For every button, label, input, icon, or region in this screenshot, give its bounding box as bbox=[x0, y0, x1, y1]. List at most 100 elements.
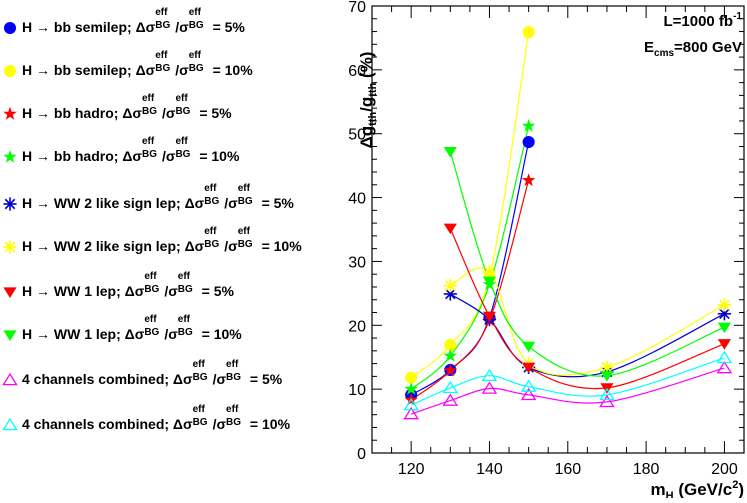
legend-label-8: H → WW 1 lep; Δσ eff BG/σ eff BG = 10% bbox=[22, 314, 242, 342]
legend-marker-3 bbox=[3, 106, 17, 120]
luminosity-annotation: L=1000 fb-1 bbox=[663, 11, 742, 30]
data-point-8 bbox=[443, 146, 457, 158]
legend-marker-shape bbox=[3, 106, 17, 120]
legend-item-9: 4 channels combined; Δσ eff BG/σ eff BG = 5% bbox=[0, 359, 360, 404]
data-point-8 bbox=[600, 371, 614, 382]
data-point-4 bbox=[521, 118, 536, 132]
legend-marker-shape bbox=[3, 330, 17, 341]
legend-marker-5 bbox=[3, 197, 17, 211]
series-line-7 bbox=[449, 227, 725, 390]
legend-marker-shape bbox=[3, 21, 17, 35]
data-point-10 bbox=[716, 350, 733, 364]
plot-area: 0 10 20 30 40 50 60 70 120 140 160 180 200 Δgtth/gtth… bbox=[348, 0, 745, 502]
data-point-9 bbox=[520, 387, 537, 401]
data-point-10 bbox=[403, 397, 419, 411]
data-point-1 bbox=[522, 135, 535, 149]
data-point-6 bbox=[443, 279, 457, 293]
legend-label-4: H → bb hadro; Δσ eff BG/σ eff BG = 10% bbox=[22, 136, 240, 164]
data-point-10 bbox=[481, 368, 498, 382]
legend-label-1: H → bb semilep; Δσ eff BG/σ eff BG = 5% bbox=[22, 7, 245, 35]
data-point-8 bbox=[717, 322, 732, 334]
legend-marker-9 bbox=[2, 372, 18, 386]
plot-frame bbox=[371, 5, 745, 454]
legend-marker-10 bbox=[2, 417, 18, 431]
legend-item-1: H → bb semilep; Δσ eff BG/σ eff BG = 5% bbox=[0, 7, 360, 52]
legend-item-3: H → bb hadro; Δσ eff BG/σ eff BG = 5% bbox=[0, 93, 360, 138]
y-tick-label: 10 bbox=[348, 382, 366, 399]
data-point-9 bbox=[716, 360, 733, 374]
legend-marker-6 bbox=[3, 240, 17, 254]
legend-label-3: H → bb hadro; Δσ eff BG/σ eff BG = 5% bbox=[22, 93, 232, 121]
x-tick-label: 180 bbox=[633, 461, 660, 478]
energy-annotation: Ecms=800 GeV bbox=[644, 39, 742, 59]
series-line-8 bbox=[449, 151, 725, 377]
legend-label-10: 4 channels combined; Δσ eff BG/σ eff BG = 10… bbox=[22, 404, 291, 432]
x-axis-label: mH (GeV/c2) bbox=[651, 479, 744, 498]
data-point-4 bbox=[404, 382, 418, 395]
legend-label-9: 4 channels combined; Δσ eff BG/σ eff BG = 5% bbox=[22, 359, 283, 387]
legend-item-8: H → WW 1 lep; Δσ eff BG/σ eff BG = 10% bbox=[0, 314, 360, 359]
legend-marker-4 bbox=[3, 149, 17, 163]
series-line-4 bbox=[410, 125, 530, 390]
legend: H → bb semilep; Δσ eff BG/σ eff BG = 5% H → b… bbox=[0, 0, 360, 498]
y-tick-label: 60 bbox=[348, 63, 366, 80]
data-point-7 bbox=[522, 362, 536, 374]
x-tick-label: 200 bbox=[711, 461, 738, 478]
x-tick-label: 160 bbox=[554, 461, 581, 478]
y-tick-label: 40 bbox=[348, 191, 366, 208]
data-point-9 bbox=[481, 381, 498, 394]
legend-marker-7 bbox=[3, 287, 17, 298]
legend-marker-shape bbox=[3, 149, 17, 163]
data-point-2 bbox=[405, 371, 418, 384]
data-point-7 bbox=[482, 311, 497, 323]
series-line-10 bbox=[410, 357, 725, 406]
legend-label-6: H → WW 2 like sign lep; Δσ eff BG/σ eff BG =… bbox=[22, 226, 302, 254]
legend-item-5: H → WW 2 like sign lep; Δσ eff BG/σ eff BG =… bbox=[0, 183, 360, 228]
x-tick-label: 140 bbox=[476, 461, 503, 478]
data-point-7 bbox=[443, 223, 457, 235]
legend-marker-8 bbox=[3, 330, 17, 341]
data-point-10 bbox=[442, 380, 459, 394]
legend-marker-shape bbox=[3, 197, 17, 211]
series-line-1 bbox=[410, 141, 530, 396]
data-point-6 bbox=[482, 265, 497, 279]
data-point-8 bbox=[482, 276, 497, 288]
legend-item-4: H → bb hadro; Δσ eff BG/σ eff BG = 10% bbox=[0, 136, 360, 181]
legend-marker-1 bbox=[3, 21, 17, 35]
data-point-9 bbox=[403, 406, 419, 420]
y-tick-label: 30 bbox=[348, 254, 366, 271]
y-axis-label: Δgtth/gtth (%) bbox=[357, 52, 379, 149]
legend-item-2: H → bb semilep; Δσ eff BG/σ eff BG = 10% bbox=[0, 50, 360, 95]
data-point-4 bbox=[443, 348, 458, 362]
data-point-10 bbox=[599, 387, 615, 401]
data-point-2 bbox=[444, 339, 457, 352]
data-point-9 bbox=[442, 393, 459, 406]
legend-item-6: H → WW 2 like sign lep; Δσ eff BG/σ eff BG =… bbox=[0, 226, 360, 271]
legend-label-2: H → bb semilep; Δσ eff BG/σ eff BG = 10% bbox=[22, 50, 253, 78]
legend-marker-shape bbox=[3, 240, 17, 254]
legend-marker-shape bbox=[2, 372, 18, 386]
data-point-3 bbox=[443, 363, 458, 377]
legend-label-5: H → WW 2 like sign lep; Δσ eff BG/σ eff BG =… bbox=[22, 183, 294, 211]
y-tick-label: 20 bbox=[348, 318, 366, 335]
series-line-3 bbox=[410, 180, 530, 401]
data-point-6 bbox=[717, 298, 732, 312]
chart: 0 10 20 30 40 50 60 70 120 140 160 180 200 Δgtth/gtth… bbox=[340, 0, 747, 502]
legend-marker-shape bbox=[3, 64, 17, 78]
series-line-5 bbox=[449, 293, 725, 378]
legend-marker-2 bbox=[3, 64, 17, 78]
legend-marker-shape bbox=[3, 287, 17, 298]
legend-marker-shape bbox=[2, 417, 18, 431]
data-point-3 bbox=[521, 173, 536, 187]
data-point-2 bbox=[522, 26, 535, 39]
series-line-9 bbox=[410, 367, 725, 415]
legend-item-10: 4 channels combined; Δσ eff BG/σ eff BG = 10… bbox=[0, 404, 360, 449]
data-point-9 bbox=[599, 394, 615, 408]
y-tick-label: 50 bbox=[348, 127, 366, 144]
y-tick-label: 70 bbox=[348, 0, 366, 16]
legend-label-7: H → WW 1 lep; Δσ eff BG/σ eff BG = 5% bbox=[22, 271, 234, 299]
data-point-7 bbox=[717, 339, 732, 350]
x-tick-label: 120 bbox=[398, 461, 425, 478]
legend-item-7: H → WW 1 lep; Δσ eff BG/σ eff BG = 5% bbox=[0, 271, 360, 316]
y-tick-label: 0 bbox=[357, 446, 366, 463]
